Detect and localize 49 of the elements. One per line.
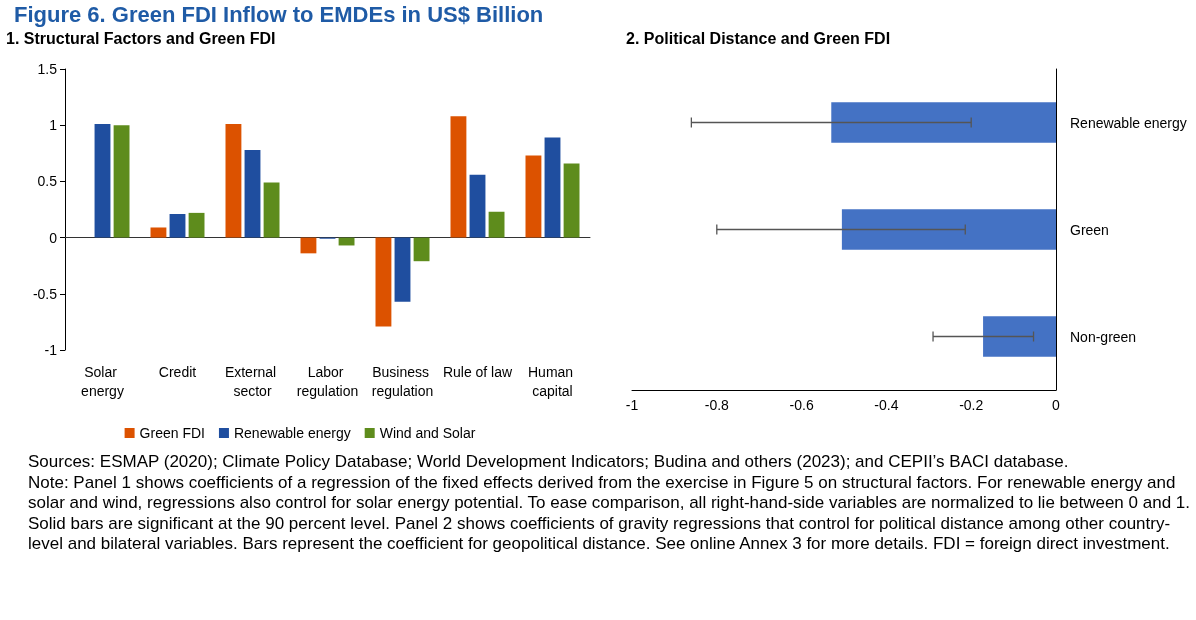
bar [450,116,467,238]
bar [469,174,486,238]
x-tick-label: -1 [625,397,639,413]
bar [263,182,280,238]
y-tick-label: 1 [49,117,58,134]
bar [94,124,111,238]
x-tick-label: -0.6 [789,397,814,413]
y-tick-label: 1.5 [37,61,58,77]
text: Note: Panel 1 shows coefficients of a regression of the fixed effects derived from the exercise in Figure 5 on structural factors. For renewable energy and solar and wind, regressions also control for solar energy potential. To ease comparison, all right-hand-side variables are normalized to lie between 0 and 1. Solid bars are significant at the 90 percent level. Panel 2 shows coefficients of gravity regressions that control for political distance among other country-level and bilateral variables. Bars represent the coefficient for geopolitical distance. See online Annex 3 for more details. FDI = foreign direct investment. [28,472,1191,555]
bar [244,149,261,238]
bar [338,237,355,246]
chart-subtitle: 1. Structural Factors and Green FDI [5,30,277,49]
bar [525,155,542,238]
x-tick-label: Labor regulation [296,363,359,399]
legend-label: Green FDI [139,425,205,441]
x-tick-label: -0.8 [704,397,730,413]
x-tick-label: Human capital [527,363,578,399]
bar [225,124,242,238]
x-tick-label: -0.4 [874,397,899,413]
legend-label: Renewable energy [233,425,351,441]
bar [413,237,430,262]
bar [563,163,580,238]
bar [188,212,205,238]
y-tick-label: Renewable energy [1070,114,1187,131]
bar [375,237,392,327]
source-note: Sources: ESMAP (2020); Climate Policy Database; World Development Indicators; Budina and others (2023); and CEPII’s BACI database. [28,452,1070,473]
bar [544,137,561,238]
x-tick-label: External sector [224,363,281,399]
bar [488,211,505,238]
chart-title: 2. Political Distance and Green FDI [625,30,892,49]
x-tick-label: Business regulation [371,363,434,399]
x-tick-label: -0.2 [959,397,984,413]
y-tick-label: Non-green [1070,328,1137,345]
bar [300,237,317,254]
y-tick-label: -0.5 [32,285,58,302]
bar [150,227,167,238]
bar [394,237,411,302]
bar [113,125,130,238]
y-tick-label: -1 [44,342,58,358]
x-tick-label: 0 [1052,397,1061,413]
y-tick-label: 0 [49,229,58,246]
chart-title: Figure 6. Green FDI Inflow to EMDEs in US$ Billion [14,2,544,28]
x-tick-label: Credit [158,363,197,380]
y-tick-label: Green [1070,221,1109,238]
bar [169,214,186,238]
y-tick-label: 0.5 [37,173,58,190]
legend-label: Wind and Solar [379,425,476,441]
x-tick-label: Rule of law [442,363,514,380]
x-tick-label: Solar energy [81,363,124,399]
